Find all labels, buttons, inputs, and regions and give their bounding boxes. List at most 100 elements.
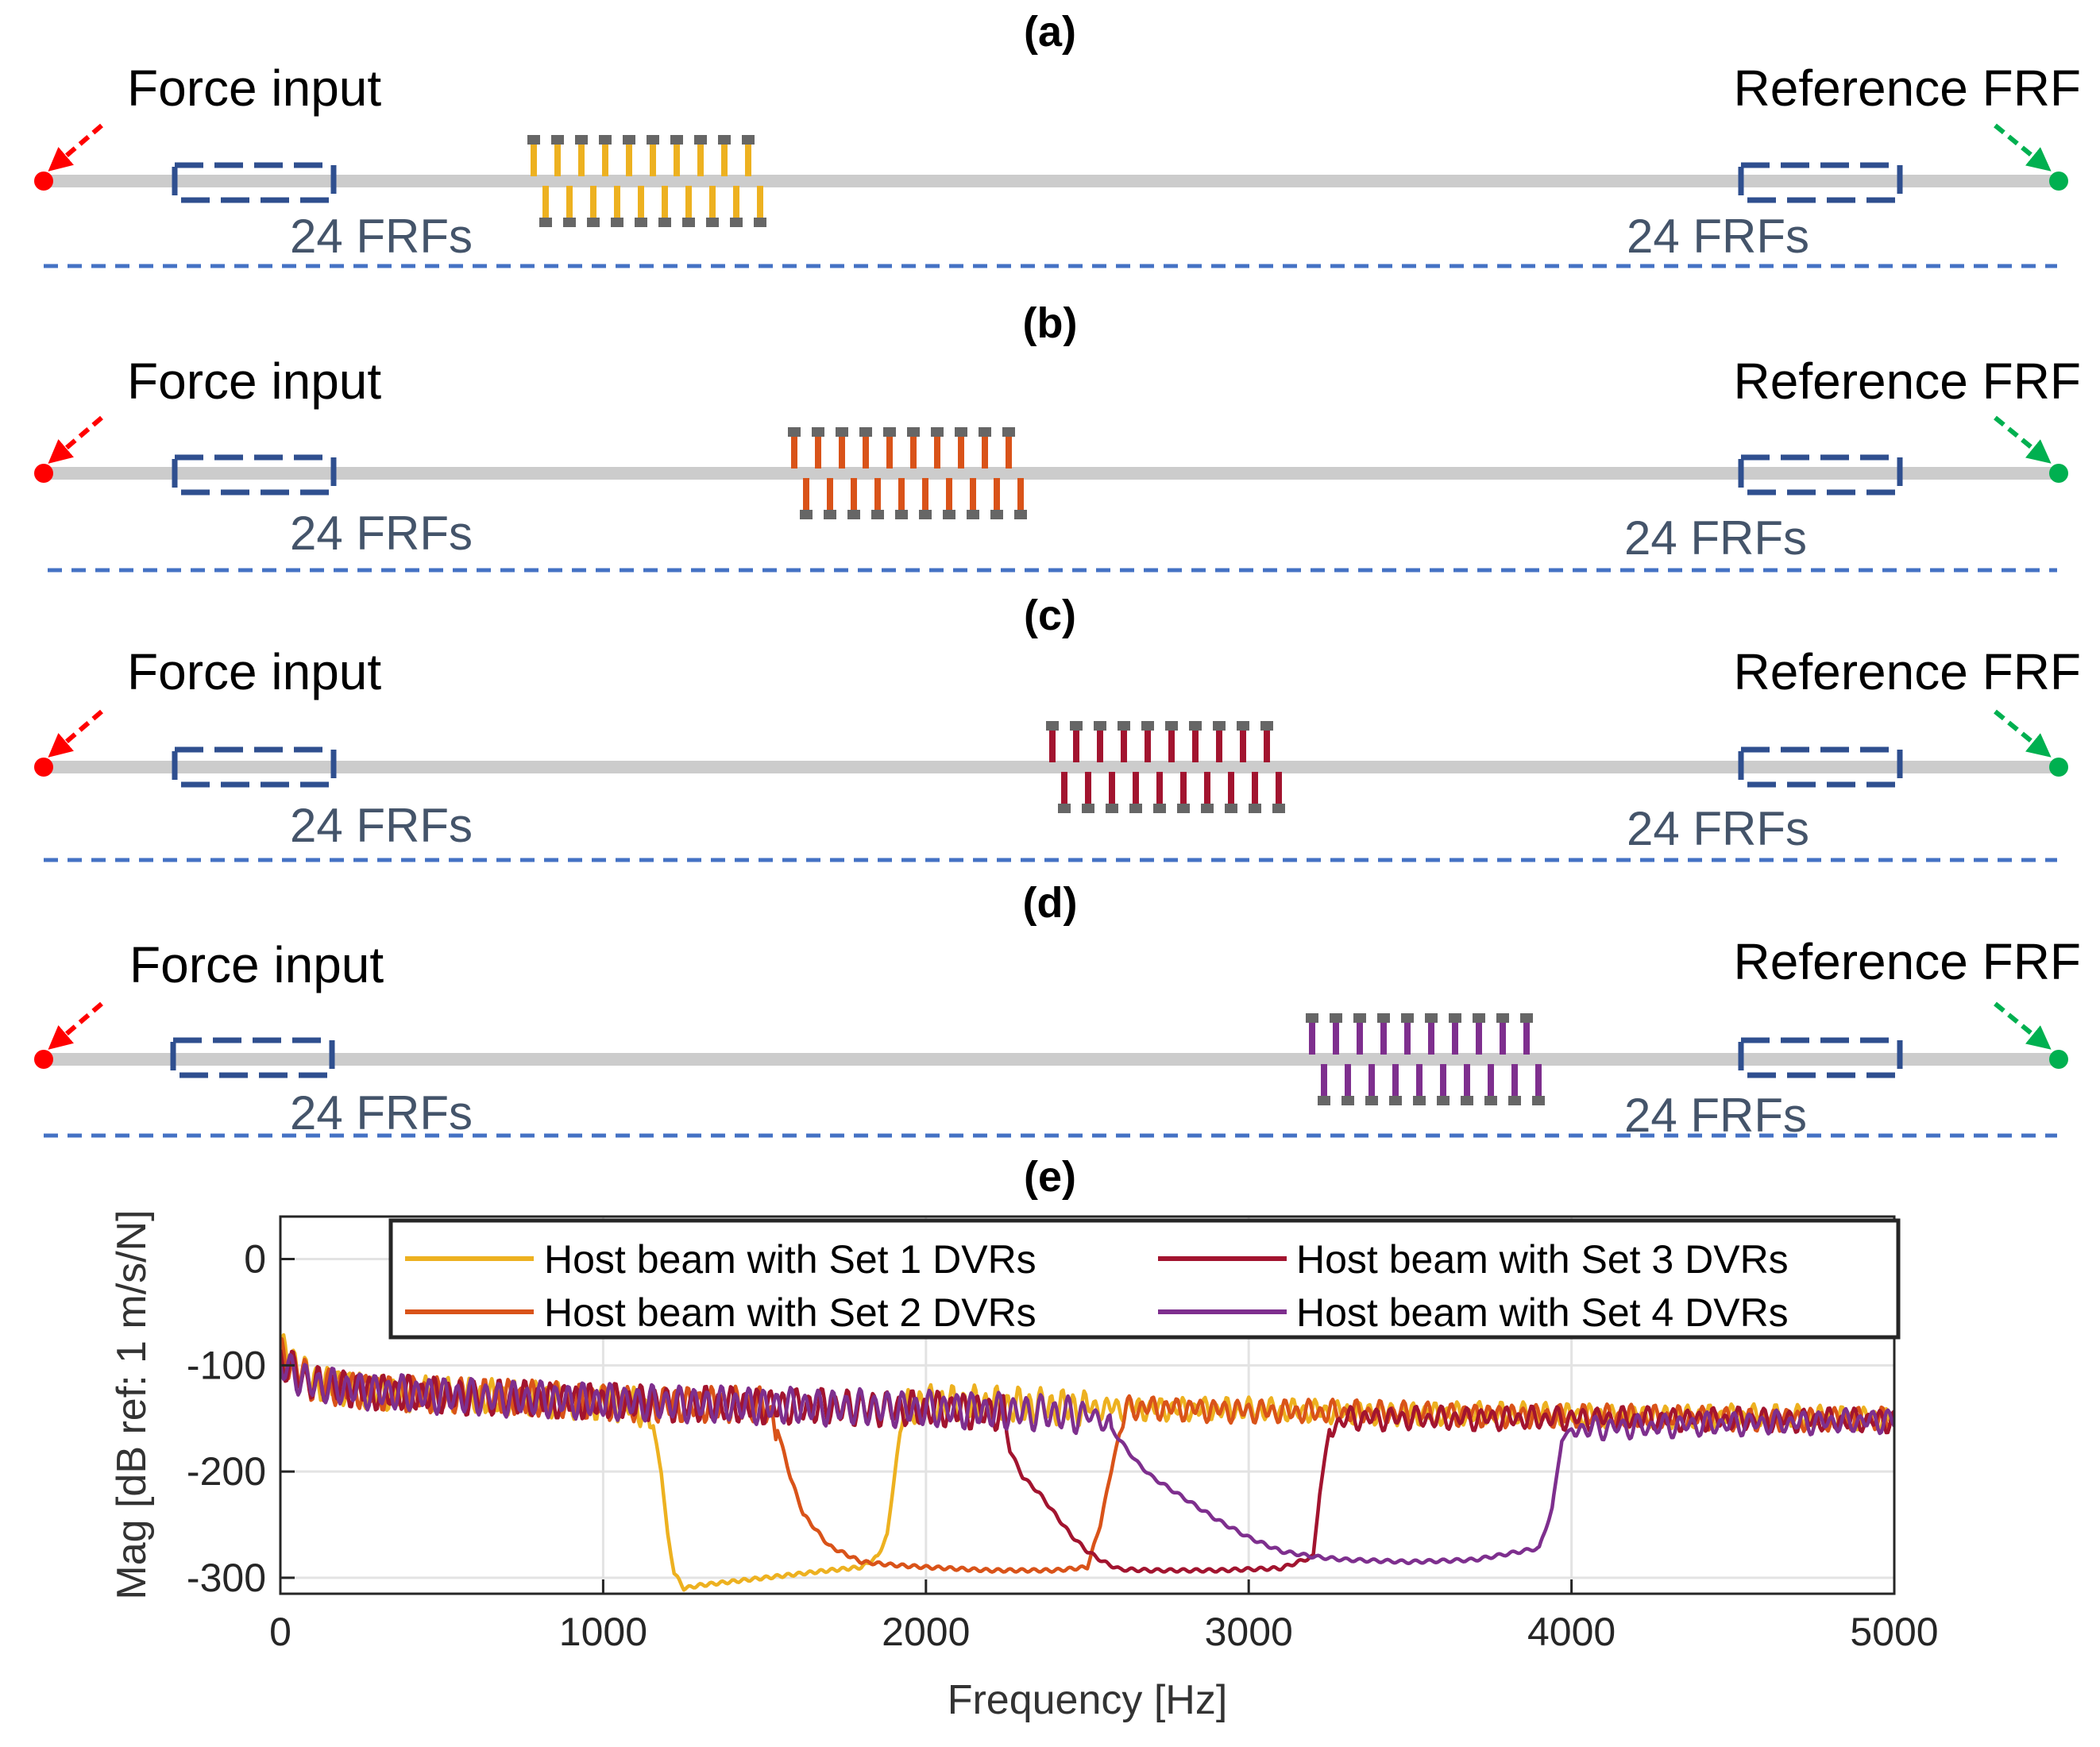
force-point	[34, 1050, 53, 1069]
dvr-mass-bottom	[800, 510, 813, 519]
dvr-mass-bottom	[1272, 804, 1285, 813]
dvr-leg-bottom	[874, 478, 881, 510]
dvr-mass-top	[670, 135, 683, 145]
dvr-leg-top	[1309, 1023, 1315, 1055]
reference-point	[2049, 172, 2068, 191]
dvr-mass-top	[1094, 721, 1106, 731]
reference-frf-label: Reference FRF	[1734, 60, 2081, 117]
dvr-leg-top	[674, 145, 680, 176]
dvr-leg-top	[1121, 731, 1127, 762]
frf-count-left: 24 FRFs	[290, 210, 473, 263]
dvr-mass-top	[1520, 1013, 1533, 1023]
dvr-leg-top	[982, 437, 988, 469]
reference-arrow	[1994, 1001, 2052, 1050]
dvr-mass-top	[1118, 721, 1130, 731]
dvr-mass-bottom	[1532, 1096, 1545, 1105]
dvr-mass-top	[694, 135, 707, 145]
dvr-mass-top	[1189, 721, 1202, 731]
dvr-mass-top	[1070, 721, 1083, 731]
dvr-leg-top	[1192, 731, 1199, 762]
series-line-set3	[280, 1349, 1894, 1574]
legend-label-set1: Host beam with Set 1 DVRs	[544, 1237, 1036, 1282]
dvr-leg-top	[1357, 1023, 1363, 1055]
dvr-leg-bottom	[851, 478, 857, 510]
dvr-mass-top	[527, 135, 540, 145]
dvr-leg-top	[531, 145, 537, 176]
dvr-leg-top	[1333, 1023, 1339, 1055]
frf-box-left	[170, 1037, 335, 1078]
dvr-leg-top	[1240, 731, 1246, 762]
dvr-leg-bottom	[994, 478, 1000, 510]
frf-box-right	[1738, 454, 1903, 496]
dvr-mass-bottom	[1389, 1096, 1402, 1105]
frf-box-left	[172, 162, 337, 203]
dvr-mass-top	[718, 135, 731, 145]
dvr-leg-top	[1168, 731, 1175, 762]
dvr-mass-top	[979, 427, 991, 437]
dvr-set-1	[527, 135, 766, 227]
dvr-leg-bottom	[1440, 1064, 1446, 1096]
panel-a: (a) Force input Reference FRF 24 FRFs 24…	[34, 8, 2081, 268]
dvr-leg-bottom	[566, 186, 573, 218]
dvr-leg-top	[1097, 731, 1103, 762]
dvr-leg-bottom	[614, 186, 620, 218]
dvr-mass-top	[1496, 1013, 1509, 1023]
frf-count-right: 24 FRFs	[1627, 210, 1809, 263]
dvr-leg-top	[1006, 437, 1012, 469]
dvr-mass-bottom	[587, 218, 600, 227]
dvr-mass-top	[907, 427, 920, 437]
force-arrow	[48, 415, 103, 464]
panel-label: (d)	[1023, 879, 1078, 927]
dvr-leg-bottom	[590, 186, 596, 218]
dvr-mass-top	[1401, 1013, 1414, 1023]
frf-box-left	[172, 454, 337, 496]
plot-frame	[279, 1215, 1896, 1595]
dvr-mass-bottom	[895, 510, 908, 519]
y-tick-label: -200	[187, 1449, 266, 1494]
dvr-leg-bottom	[1345, 1064, 1351, 1096]
force-point	[34, 464, 53, 483]
force-arrow	[48, 123, 103, 172]
dvr-leg-top	[1452, 1023, 1458, 1055]
dvr-leg-bottom	[638, 186, 644, 218]
dvr-leg-bottom	[1276, 772, 1282, 804]
dvr-leg-top	[886, 437, 893, 469]
force-input-label: Force input	[127, 353, 381, 410]
x-tick-label: 4000	[1527, 1610, 1616, 1654]
dvr-mass-bottom	[682, 218, 695, 227]
reference-arrow	[1994, 415, 2052, 464]
dvr-leg-bottom	[1392, 1064, 1399, 1096]
dvr-mass-bottom	[754, 218, 766, 227]
dvr-mass-top	[575, 135, 588, 145]
dvr-leg-bottom	[662, 186, 668, 218]
frf-count-right: 24 FRFs	[1624, 511, 1807, 565]
dvr-mass-top	[623, 135, 635, 145]
dvr-leg-bottom	[1416, 1064, 1423, 1096]
frf-count-right: 24 FRFs	[1627, 802, 1809, 855]
frf-count-right: 24 FRFs	[1624, 1089, 1807, 1142]
dvr-leg-top	[554, 145, 561, 176]
dvr-mass-bottom	[1365, 1096, 1378, 1105]
dvr-leg-bottom	[1488, 1064, 1494, 1096]
frf-box-right	[1738, 1037, 1903, 1078]
dvr-mass-top	[1260, 721, 1273, 731]
dvr-leg-top	[721, 145, 728, 176]
reference-arrow	[1994, 123, 2052, 172]
dvr-mass-top	[1141, 721, 1154, 731]
force-input-label: Force input	[129, 936, 384, 993]
dvr-leg-top	[863, 437, 869, 469]
dvr-mass-top	[1377, 1013, 1390, 1023]
dvr-leg-top	[1523, 1023, 1530, 1055]
dvr-leg-bottom	[1535, 1064, 1542, 1096]
dvr-mass-top	[859, 427, 872, 437]
frf-chart: 0 1000 2000 3000 4000 5000 0 -100 -200 -300 Frequ…	[109, 1209, 1939, 1723]
frf-count-left: 24 FRFs	[290, 799, 473, 852]
dvr-leg-top	[1049, 731, 1056, 762]
series-line-set4	[280, 1352, 1894, 1566]
force-point	[34, 172, 53, 191]
dvr-leg-top	[1428, 1023, 1434, 1055]
force-arrow	[48, 709, 103, 758]
dvr-mass-top	[812, 427, 824, 437]
reference-frf-label: Reference FRF	[1734, 933, 2081, 990]
dvr-leg-top	[791, 437, 797, 469]
